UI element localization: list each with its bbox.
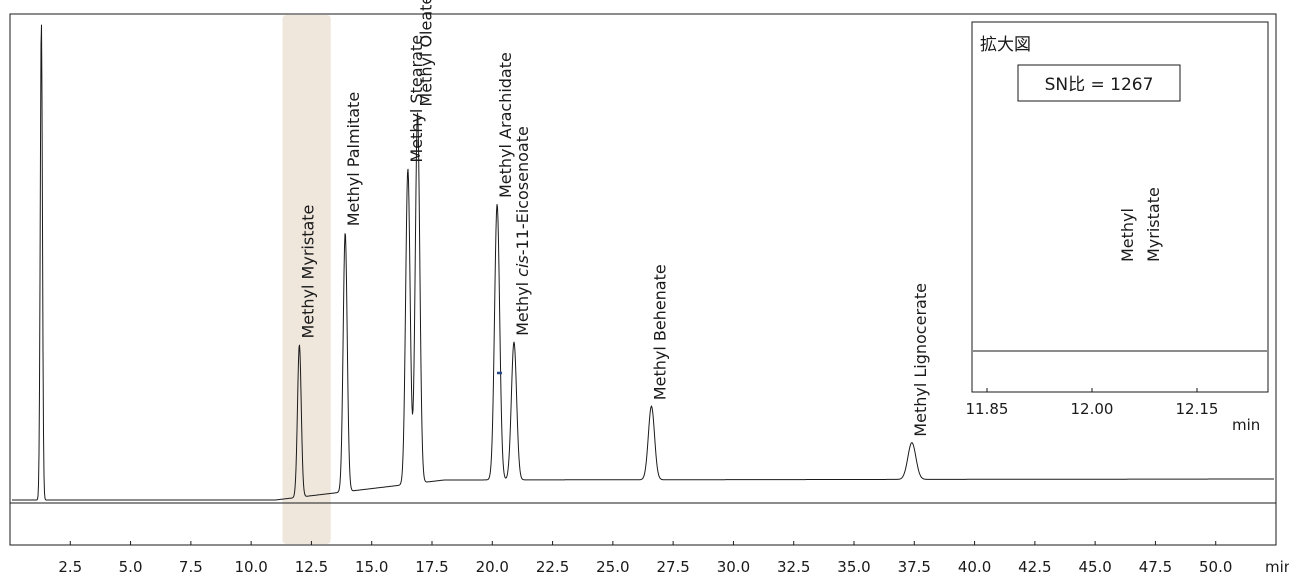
x-tick-label: 25.0 — [596, 558, 629, 576]
peak-label: Methyl Oleate — [417, 0, 436, 107]
peak-label: Methyl Arachidate — [496, 52, 515, 198]
x-tick-label: 42.5 — [1018, 558, 1051, 576]
x-tick-label: 32.5 — [777, 558, 810, 576]
x-tick-label: 47.5 — [1139, 558, 1172, 576]
peak-label: Methyl cis-11-Eicosenoate — [513, 126, 532, 336]
sn-ratio-box — [1017, 64, 1181, 102]
peak-label: Methyl Stearate — [407, 35, 426, 163]
inset-peak-label: Methyl Myristate — [1118, 187, 1163, 262]
peak-label: Methyl Palmitate — [344, 92, 363, 226]
inset-peak-label-line1: Methyl — [1118, 208, 1137, 262]
inset-panel: 拡大図 SN比 = 1267 Methyl Myristate 11.85 12.… — [966, 21, 1269, 434]
inset-peak-label-line2: Myristate — [1144, 187, 1163, 262]
x-tick-label: 37.5 — [898, 558, 931, 576]
x-tick-label: 5.0 — [119, 558, 143, 576]
x-tick-label: 7.5 — [179, 558, 203, 576]
x-tick-label: 22.5 — [536, 558, 569, 576]
x-tick-label: 15.0 — [355, 558, 388, 576]
x-tick-label: 10.0 — [234, 558, 267, 576]
x-tick-label: 40.0 — [958, 558, 991, 576]
x-tick-label: 2.5 — [58, 558, 82, 576]
x-axis-unit: min — [1265, 558, 1289, 576]
x-tick-label: 12.5 — [295, 558, 328, 576]
peak-label: Methyl Myristate — [298, 205, 317, 339]
chromatogram-trace — [12, 24, 1274, 501]
x-tick-label: 30.0 — [717, 558, 750, 576]
x-tick-label: 17.5 — [415, 558, 448, 576]
inset-x-tick-label: 12.00 — [1071, 400, 1114, 418]
inset-x-tick-label: 11.85 — [966, 400, 1009, 418]
highlight-band — [282, 15, 331, 544]
peak-label: Methyl Lignocerate — [911, 283, 930, 437]
plot-frame — [9, 13, 1277, 546]
x-tick-label: 50.0 — [1199, 558, 1232, 576]
inset-title: 拡大図 — [980, 35, 1031, 55]
x-tick-label: 45.0 — [1078, 558, 1111, 576]
sn-ratio-text: SN比 = 1267 — [1045, 75, 1154, 95]
inset-x-axis-unit: min — [1232, 416, 1260, 434]
inset-x-tick-label: 12.15 — [1176, 400, 1219, 418]
x-tick-label: 35.0 — [837, 558, 870, 576]
peak-label: Methyl Behenate — [650, 264, 669, 400]
x-tick-label: 20.0 — [476, 558, 509, 576]
x-tick-label: 27.5 — [656, 558, 689, 576]
